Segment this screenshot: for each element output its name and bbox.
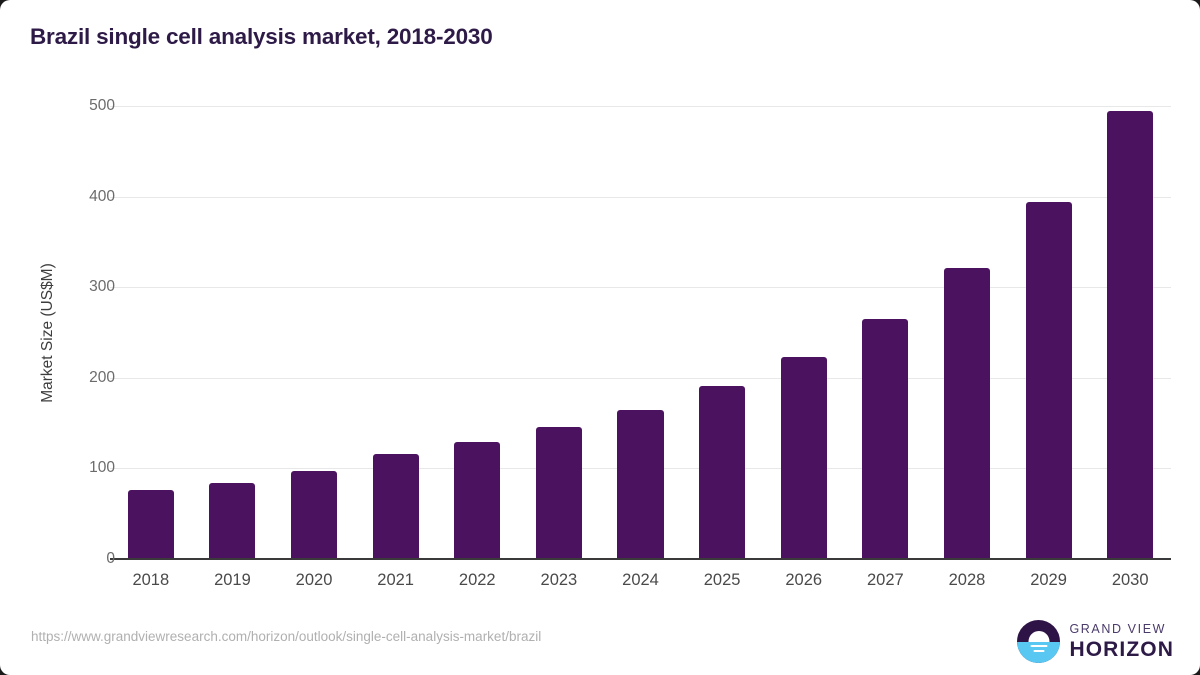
y-axis-tick-label: 100 xyxy=(89,459,115,477)
gridline xyxy=(110,287,1171,289)
x-axis-tick-label: 2021 xyxy=(377,571,414,589)
y-axis-tick-label: 200 xyxy=(89,368,115,386)
x-axis-tick-label: 2022 xyxy=(458,571,496,589)
page-title: Brazil single cell analysis market, 2018… xyxy=(30,24,493,49)
y-axis-tick-label: 500 xyxy=(89,97,115,114)
logo-dome-shape xyxy=(1028,630,1050,642)
gridline xyxy=(110,106,1171,107)
bar[interactable] xyxy=(862,318,909,559)
x-axis-tick-label: 2023 xyxy=(540,571,578,589)
x-axis-tick-label: 2024 xyxy=(622,571,659,589)
bar-series xyxy=(110,106,1171,559)
x-axis-tick-label: 2029 xyxy=(1030,571,1067,589)
source-url[interactable]: https://www.grandviewresearch.com/horizo… xyxy=(31,629,542,644)
logo-bottom-text: HORIZON xyxy=(1069,637,1174,661)
x-axis-line xyxy=(110,558,1171,560)
x-axis-tick-label: 2028 xyxy=(948,571,986,589)
bar[interactable] xyxy=(454,442,501,559)
gridline xyxy=(110,196,1171,198)
y-axis-tick-label: 300 xyxy=(89,278,115,296)
x-axis-tick-label: 2030 xyxy=(1111,571,1149,589)
bar[interactable] xyxy=(943,268,990,559)
bar[interactable] xyxy=(617,409,664,559)
y-axis-tick-label: 400 xyxy=(89,187,115,205)
gridline xyxy=(110,377,1171,379)
y-axis-tick-label: 0 xyxy=(106,550,115,567)
sun-over-water-icon xyxy=(1017,620,1061,663)
bar[interactable] xyxy=(699,385,746,559)
x-axis-tick-label: 2018 xyxy=(132,571,170,589)
bar[interactable] xyxy=(1107,111,1154,559)
brand-logo: GRAND VIEW HORIZON xyxy=(1017,620,1174,663)
bar[interactable] xyxy=(535,426,582,559)
bar[interactable] xyxy=(780,356,827,559)
logo-top-text: GRAND VIEW xyxy=(1069,622,1167,637)
logo-ray-1 xyxy=(1030,644,1048,647)
bar[interactable] xyxy=(209,482,256,559)
bar[interactable] xyxy=(1025,202,1072,559)
plot-area xyxy=(110,106,1171,560)
logo-ray-2 xyxy=(1033,650,1045,653)
x-axis-tick-label: 2019 xyxy=(214,571,251,589)
x-axis-tick-label: 2020 xyxy=(295,571,333,589)
x-axis-tick-label: 2025 xyxy=(703,571,741,589)
bar[interactable] xyxy=(127,490,174,559)
bar[interactable] xyxy=(372,453,419,559)
x-axis-tick-label: 2026 xyxy=(785,571,823,589)
logo-water-shape xyxy=(1017,641,1061,663)
logo-text: GRAND VIEW HORIZON xyxy=(1069,623,1174,660)
bar[interactable] xyxy=(290,471,338,559)
x-axis-tick-label: 2027 xyxy=(866,571,904,589)
